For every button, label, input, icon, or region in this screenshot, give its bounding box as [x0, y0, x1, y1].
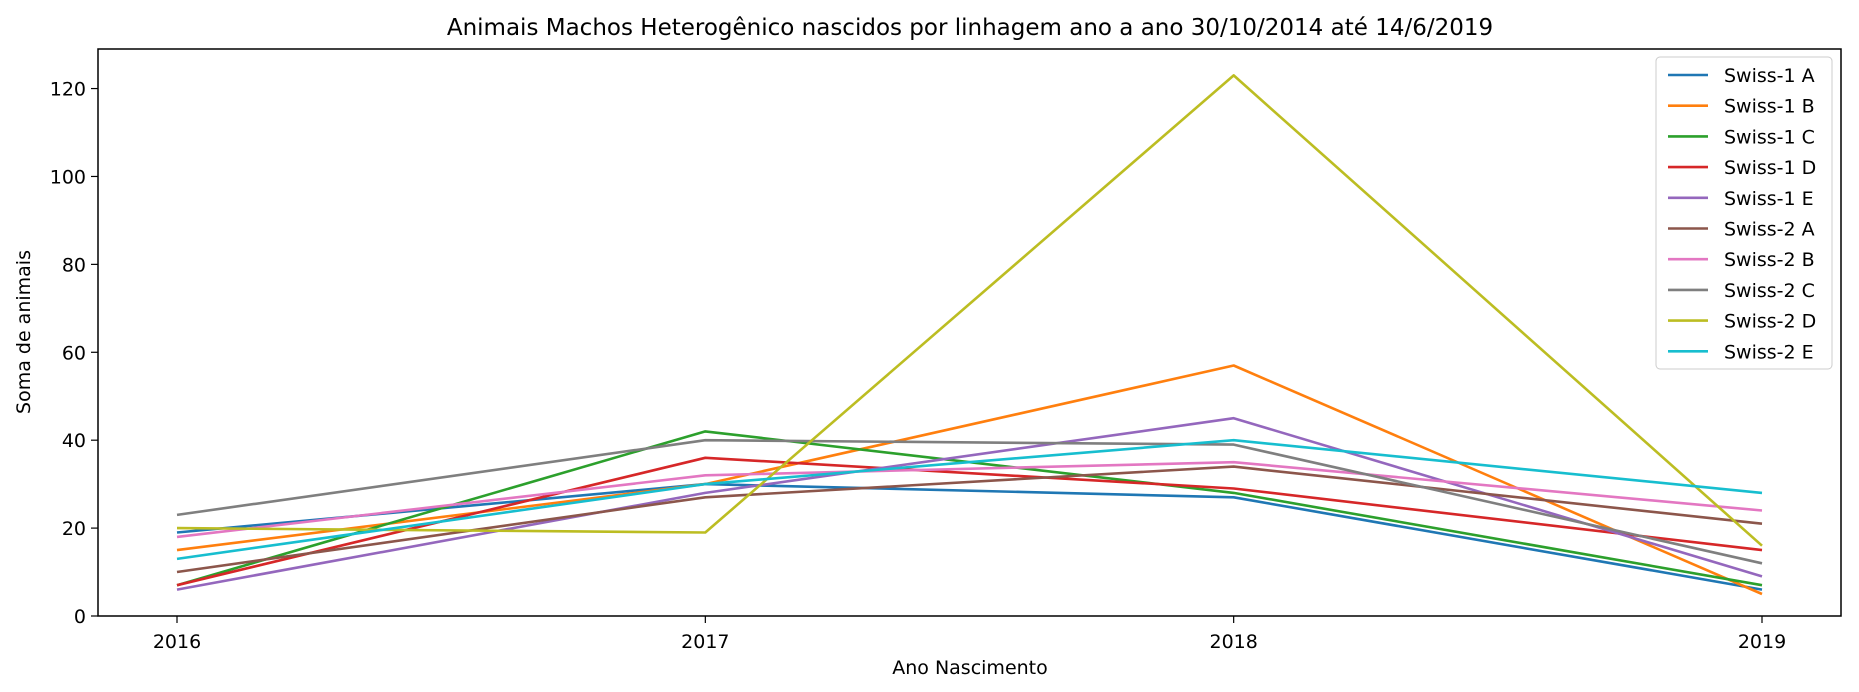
series-line-swiss-2-b: [176, 460, 1763, 539]
series-line-swiss-1-a: [176, 482, 1763, 591]
legend-label: Swiss-1 C: [1724, 126, 1815, 148]
series-line-swiss-1-b: [176, 364, 1763, 596]
y-tick-label: 40: [62, 430, 86, 452]
legend-label: Swiss-1 E: [1724, 188, 1814, 210]
legend-label: Swiss-1 D: [1724, 157, 1816, 179]
y-tick-label: 100: [50, 166, 86, 188]
series-line-swiss-2-a: [176, 465, 1763, 574]
x-tick-label: 2017: [681, 631, 729, 653]
series-line-swiss-2-e: [176, 438, 1763, 561]
legend-label: Swiss-2 A: [1724, 219, 1815, 241]
y-axis-label: Soma de animais: [13, 250, 35, 414]
legend-label: Swiss-1 A: [1724, 65, 1815, 87]
series-line-swiss-2-d: [176, 74, 1763, 547]
y-tick-label: 60: [62, 342, 86, 364]
x-axis: 2016 2017 2018 2019: [153, 616, 1786, 653]
plot-area-frame: [97, 48, 1842, 617]
x-tick-label: 2016: [153, 631, 201, 653]
x-tick-label: 2019: [1738, 631, 1786, 653]
legend: Swiss-1 A Swiss-1 B Swiss-1 C Swiss-1 D Swis…: [1655, 56, 1833, 370]
legend-label: Swiss-1 B: [1724, 96, 1815, 118]
y-tick-label: 120: [50, 79, 86, 101]
legend-label: Swiss-2 E: [1724, 341, 1814, 363]
series-lines: [176, 74, 1763, 596]
legend-label: Swiss-2 B: [1724, 249, 1815, 271]
series-line-swiss-1-e: [176, 416, 1763, 591]
y-tick-label: 80: [62, 254, 86, 276]
y-tick-label: 0: [74, 606, 86, 628]
legend-label: Swiss-2 C: [1724, 280, 1815, 302]
x-axis-label: Ano Nascimento: [892, 657, 1048, 679]
series-line-swiss-2-c: [176, 438, 1763, 565]
legend-label: Swiss-2 D: [1724, 311, 1816, 333]
x-tick-label: 2018: [1209, 631, 1257, 653]
chart-title: Animais Machos Heterogênico nascidos por…: [447, 15, 1493, 41]
y-tick-label: 20: [62, 518, 86, 540]
y-axis: 0 20 40 60 80 100 120: [50, 79, 98, 628]
